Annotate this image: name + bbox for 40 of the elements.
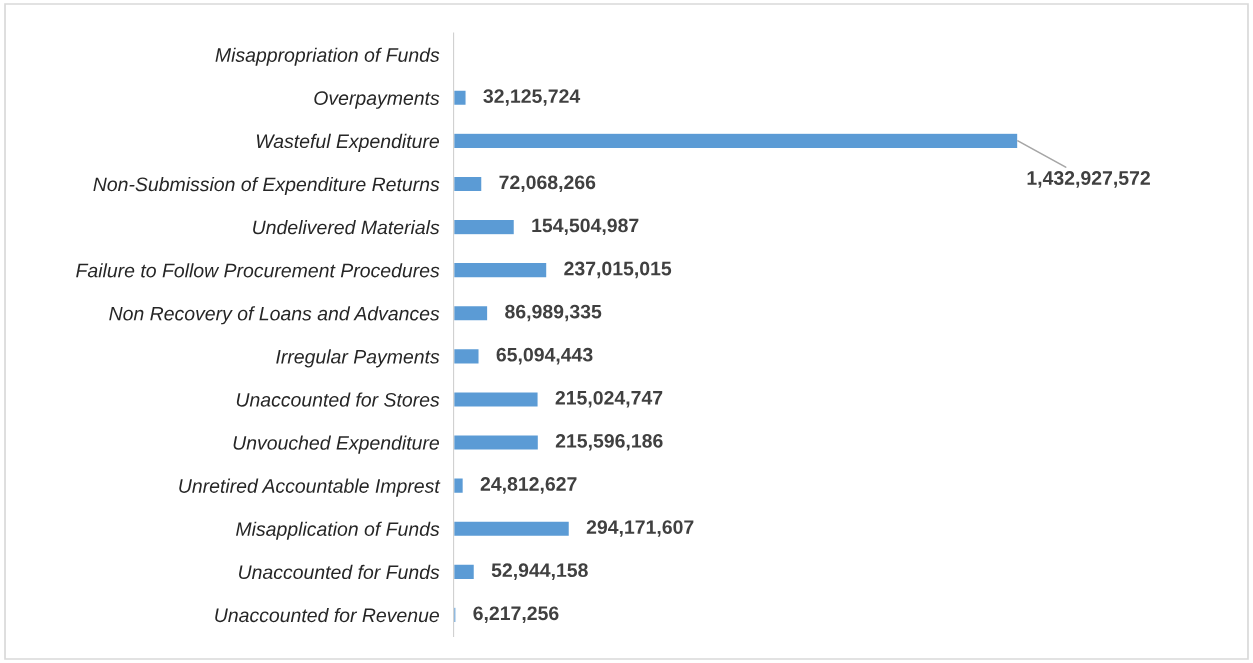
data-label: 32,125,724 — [483, 89, 581, 106]
y-tick-label: Non Recovery of Loans and Advances — [109, 306, 440, 325]
bar — [453, 175, 483, 193]
y-tick-label: Failure to Follow Procurement Procedures — [76, 263, 440, 278]
data-label: 215,596,186 — [555, 434, 663, 451]
y-tick-label: Overpayments — [314, 91, 440, 109]
y-tick-label: Misappropriation of Funds — [215, 47, 440, 66]
bar — [453, 347, 480, 365]
y-tick-label: Irregular Payments — [276, 349, 440, 368]
bar — [453, 132, 1019, 150]
bar — [453, 391, 539, 408]
data-label: 86,989,335 — [505, 304, 602, 322]
data-label: 6,217,256 — [473, 606, 559, 623]
bar — [453, 218, 516, 236]
bar — [453, 520, 571, 538]
data-label: 72,068,266 — [499, 175, 596, 193]
y-tick-label: Unaccounted for Revenue — [215, 607, 439, 623]
data-label: 237,015,015 — [564, 261, 672, 279]
bar — [453, 261, 548, 279]
bar — [453, 477, 465, 495]
y-tick-label: Unaccounted for Stores — [236, 392, 440, 407]
data-label: 215,024,747 — [555, 390, 663, 408]
y-tick-label: Misapplication of Funds — [236, 521, 440, 540]
y-tick-label: Unretired Accountable Imprest — [179, 478, 441, 497]
data-label: 294,171,607 — [586, 520, 694, 537]
bar — [453, 89, 467, 107]
bar — [453, 304, 489, 322]
data-label: 52,944,158 — [491, 563, 588, 580]
data-label: 24,812,627 — [480, 477, 577, 494]
y-tick-label: Unaccounted for Funds — [239, 564, 440, 580]
data-label: 154,504,987 — [532, 218, 639, 236]
data-label: 65,094,443 — [496, 347, 593, 365]
bar — [453, 434, 540, 452]
data-label: 1,432,927,572 — [1027, 171, 1150, 188]
bar — [453, 606, 457, 624]
y-tick-label: Non-Submission of Expenditure Returns — [93, 176, 440, 196]
bar — [453, 563, 476, 581]
y-tick-label: Wasteful Expenditure — [256, 133, 439, 152]
y-tick-label: Unvouched Expenditure — [233, 435, 439, 454]
y-tick-label: Undelivered Materials — [253, 220, 440, 235]
